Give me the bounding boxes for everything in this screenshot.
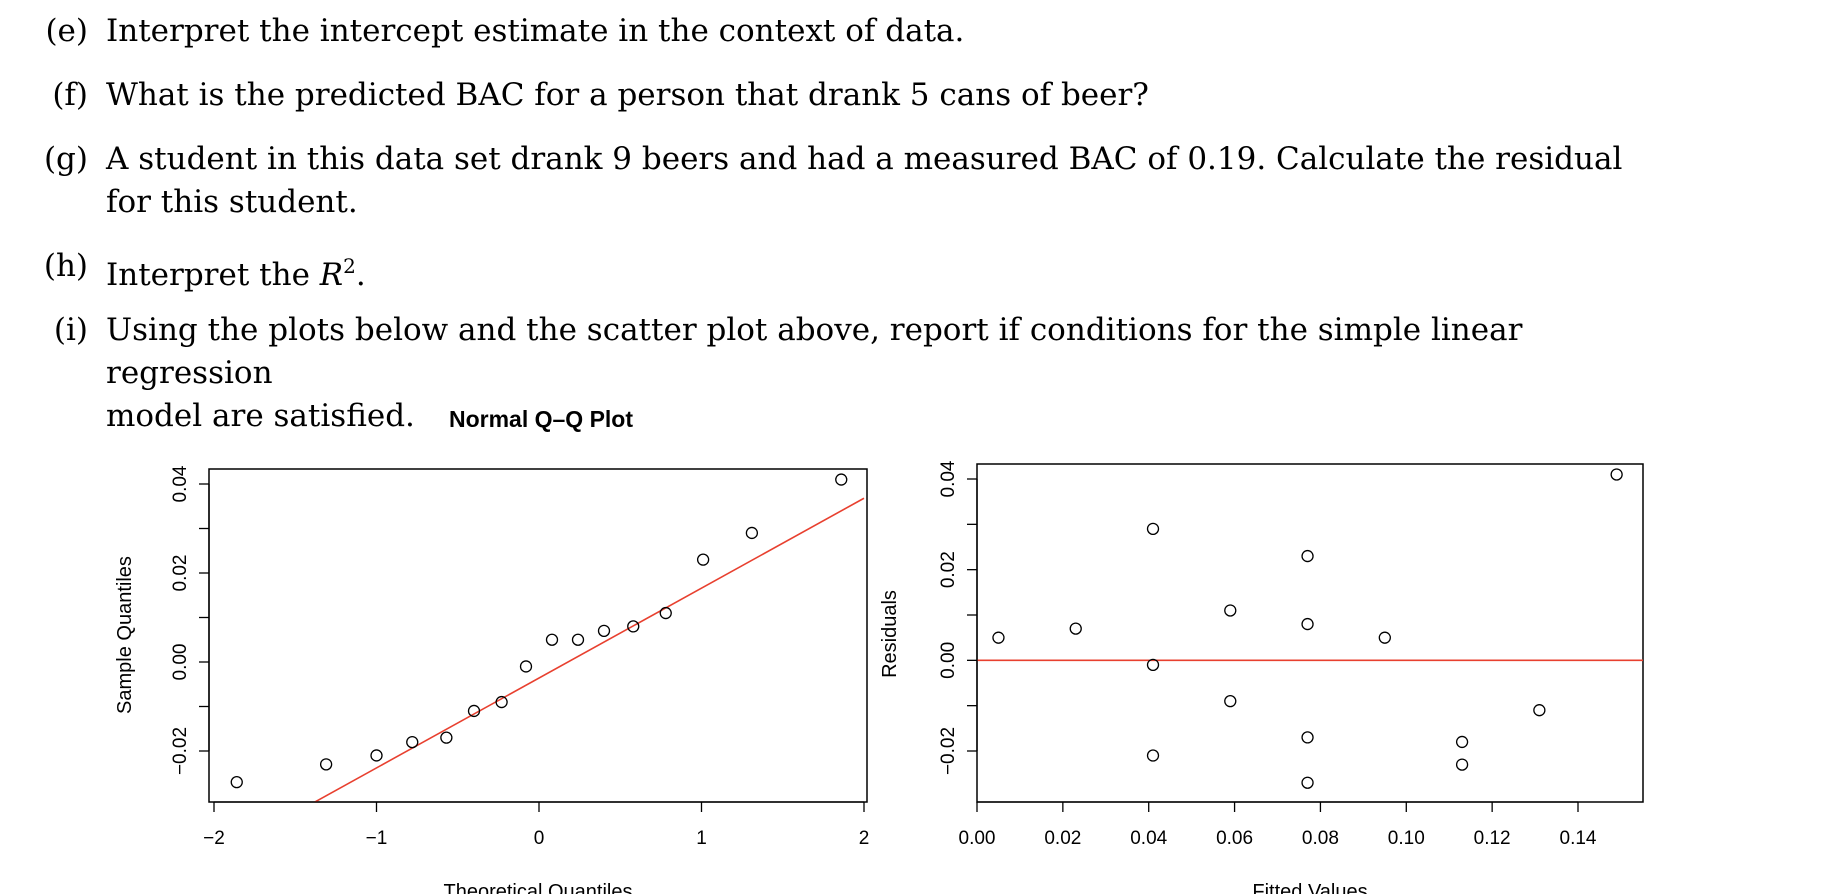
data-point xyxy=(1146,749,1160,762)
data-point xyxy=(696,553,710,566)
data-point xyxy=(1455,758,1469,771)
question-text-prefix: Interpret the xyxy=(106,257,320,293)
x-axis-label: Theoretical Quantiles xyxy=(444,881,633,894)
x-axis: −2 −1 0 1 2 xyxy=(203,801,870,849)
data-point xyxy=(519,660,533,673)
x-tick-label: 1 xyxy=(696,828,707,849)
y-axis: −0.02 0.00 0.02 0.04 xyxy=(170,465,210,775)
data-point xyxy=(1301,549,1314,563)
x-tick-label: 0.14 xyxy=(1560,828,1597,849)
points-group xyxy=(992,468,1623,789)
data-point xyxy=(745,526,759,540)
question-label: (f) xyxy=(52,77,88,113)
y-tick-label: 0.04 xyxy=(170,465,191,502)
y-tick-label: 0.02 xyxy=(938,551,959,588)
y-tick-label: −0.02 xyxy=(938,727,959,775)
r-symbol: R xyxy=(319,257,344,293)
data-point xyxy=(495,695,508,709)
data-point xyxy=(1301,776,1314,789)
question-label: (h) xyxy=(43,248,88,284)
x-tick-label: 0.04 xyxy=(1130,828,1167,849)
data-point xyxy=(230,776,243,789)
question-text: Interpret the intercept estimate in the … xyxy=(106,13,965,49)
data-point xyxy=(659,606,672,620)
y-axis-label: Sample Quantiles xyxy=(114,556,136,714)
y-tick-label: 0.00 xyxy=(938,642,959,679)
question-text-suffix: . xyxy=(355,257,366,293)
x-tick-label: 0.10 xyxy=(1388,828,1425,849)
question-label: (g) xyxy=(43,141,88,177)
x-axis: 0.00 0.02 0.04 0.06 0.08 0.10 0.12 0.14 xyxy=(959,801,1597,849)
x-tick-label: 2 xyxy=(859,828,870,849)
data-point xyxy=(571,633,585,646)
data-point xyxy=(1224,694,1237,708)
data-point xyxy=(597,624,611,637)
data-point xyxy=(1224,604,1237,617)
x-tick-label: 0.08 xyxy=(1302,828,1339,849)
superscript: 2 xyxy=(343,254,356,278)
question-text-line: model are satisfied. xyxy=(106,398,415,434)
plot-frame xyxy=(208,468,868,803)
data-point xyxy=(1146,658,1160,672)
data-point xyxy=(1533,704,1546,717)
y-tick-label: −0.02 xyxy=(170,727,191,775)
question-text-line: A student in this data set drank 9 beers… xyxy=(106,141,1623,177)
question-text: Using the plots below and the scatter pl… xyxy=(106,309,1666,438)
x-tick-label: 0 xyxy=(534,828,545,849)
y-axis-label: Residuals xyxy=(879,590,901,678)
data-point xyxy=(627,620,640,633)
data-point xyxy=(1301,617,1314,631)
data-point xyxy=(545,633,559,646)
residuals-plot: 0.00 0.02 0.04 0.06 0.08 0.10 0.12 0.14 −0.02 0.… xyxy=(879,460,1644,894)
x-tick-label: 0.02 xyxy=(1044,828,1081,849)
question-text-line: for this student. xyxy=(106,184,358,220)
question-text: Interpret the R2. xyxy=(106,245,1666,297)
question-text-line: Using the plots below and the scatter pl… xyxy=(106,312,1523,391)
data-point xyxy=(1301,731,1314,744)
data-point xyxy=(1146,522,1160,536)
x-tick-label: 0.00 xyxy=(959,828,996,849)
question-text: A student in this data set drank 9 beers… xyxy=(106,138,1666,224)
chart-title: Normal Q–Q Plot xyxy=(449,406,633,432)
y-tick-label: 0.00 xyxy=(170,644,191,681)
y-axis: −0.02 0.00 0.02 0.04 xyxy=(938,460,978,775)
qq-reference-line xyxy=(313,497,865,802)
plot-frame xyxy=(976,463,1644,803)
qq-plot: Normal Q–Q Plot −2 −1 0 1 2 −0.02 0.00 0.02 0.0… xyxy=(114,406,869,894)
x-axis-label: Fitted Values xyxy=(1252,881,1367,894)
data-point xyxy=(440,731,453,744)
question-label: (i) xyxy=(53,312,88,348)
y-tick-label: 0.02 xyxy=(170,555,191,592)
data-point xyxy=(992,631,1005,644)
data-point xyxy=(406,735,419,749)
data-point xyxy=(1069,622,1082,635)
data-point xyxy=(370,749,383,762)
reference-line-group xyxy=(313,497,865,802)
data-point xyxy=(1610,468,1623,481)
data-point xyxy=(835,473,848,486)
data-point xyxy=(467,704,481,718)
x-tick-label: −1 xyxy=(366,828,388,849)
question-label: (e) xyxy=(45,13,88,49)
question-text: What is the predicted BAC for a person t… xyxy=(106,77,1149,113)
x-tick-label: 0.12 xyxy=(1474,828,1511,849)
data-point xyxy=(1455,735,1469,749)
points-group xyxy=(230,473,848,789)
data-point xyxy=(319,758,333,771)
data-point xyxy=(1378,631,1391,644)
x-tick-label: −2 xyxy=(203,828,225,849)
y-tick-label: 0.04 xyxy=(938,460,959,497)
x-tick-label: 0.06 xyxy=(1216,828,1253,849)
